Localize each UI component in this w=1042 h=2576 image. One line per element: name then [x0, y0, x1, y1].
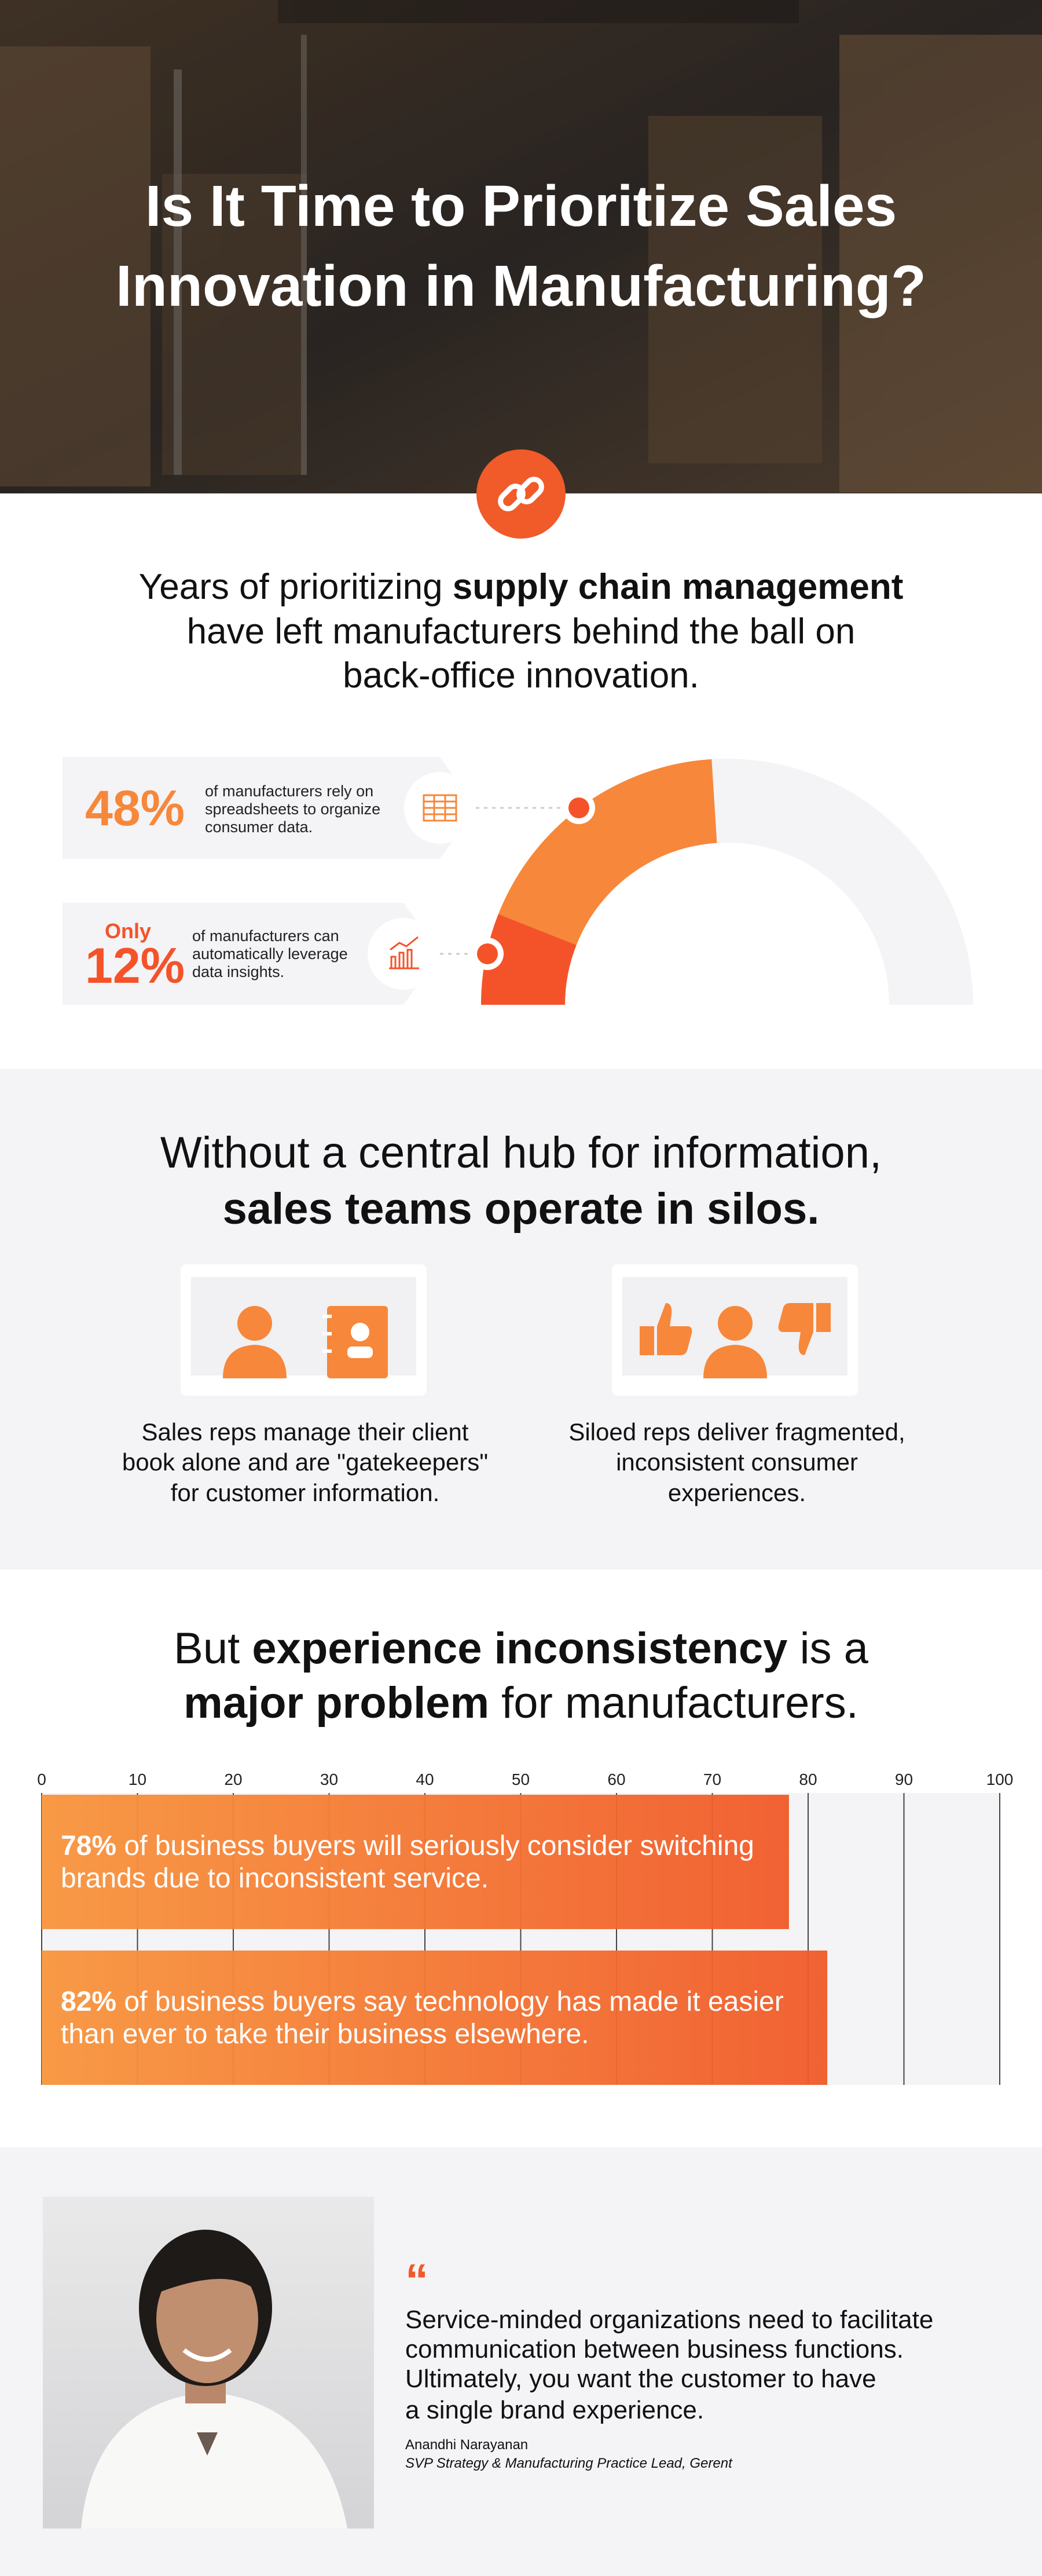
quote-mark: “: [405, 2255, 428, 2306]
link-glyph: [498, 477, 544, 511]
bar: [42, 1951, 828, 2085]
caption: book alone and are "gatekeepers": [122, 1448, 488, 1476]
bar-value-label: 78%: [61, 1831, 116, 1861]
intro-text: Years of prioritizing: [139, 567, 453, 607]
spreadsheet-icon: [423, 794, 457, 822]
x-tick-label: 80: [799, 1770, 817, 1788]
intro-text: back-office innovation.: [343, 656, 699, 696]
intro-line: Years of prioritizing supply chain manag…: [139, 567, 904, 607]
title-part: is a: [787, 1624, 868, 1673]
quote-line: Service-minded organizations need to fac…: [405, 2306, 933, 2334]
bar-text: brands due to inconsistent service.: [61, 1863, 489, 1894]
arc-segment: [481, 914, 577, 1005]
section-title: sales teams operate in silos.: [223, 1184, 820, 1234]
arc-dot: [477, 943, 498, 964]
stat-text: consumer data.: [205, 818, 313, 836]
monitor-illustration: [612, 1264, 858, 1396]
stat-card: [63, 757, 476, 859]
x-tick-label: 30: [320, 1770, 338, 1788]
bar-text: than ever to take their business elsewhe…: [61, 2019, 589, 2050]
stat-text: of manufacturers rely on: [205, 782, 373, 800]
bar: [42, 1795, 789, 1929]
x-tick-label: 90: [895, 1770, 913, 1788]
quote-name: Anandhi Narayanan: [405, 2437, 528, 2453]
intro-line: have left manufacturers behind the ball …: [187, 612, 856, 652]
bar-text: 82% of business buyers say technology ha…: [61, 1986, 784, 2017]
portrait: [43, 2197, 374, 2529]
stat-text: data insights.: [192, 963, 284, 980]
bar-text-part: of business buyers will seriously consid…: [116, 1831, 754, 1861]
quote-line: Ultimately, you want the customer to hav…: [405, 2365, 876, 2393]
quote-line: a single brand experience.: [405, 2396, 704, 2424]
bar-value-label: 82%: [61, 1986, 116, 2017]
x-tick-label: 0: [37, 1770, 46, 1788]
quote-line: communication between business functions…: [405, 2335, 904, 2363]
x-tick-label: 60: [607, 1770, 625, 1788]
stat-value: 12%: [85, 938, 185, 994]
title-part: for manufacturers.: [489, 1678, 858, 1728]
stat-card: [63, 903, 440, 1005]
intro-text: have left manufacturers behind the ball …: [187, 612, 856, 652]
intro-line: back-office innovation.: [343, 656, 699, 696]
x-tick-label: 100: [986, 1770, 1014, 1788]
shelves: [0, 0, 1042, 492]
title-part: major problem: [184, 1678, 489, 1728]
title-line: Is It Time to Prioritize Sales: [145, 174, 897, 239]
arc-dot: [568, 797, 589, 818]
monitor-illustration: [181, 1264, 427, 1396]
x-tick-label: 20: [224, 1770, 242, 1788]
chart-icon: [389, 936, 419, 969]
title-part: experience inconsistency: [252, 1624, 787, 1673]
caption: Sales reps manage their client: [142, 1418, 469, 1446]
section-background: [0, 1069, 1042, 1569]
stat-value: 48%: [85, 781, 185, 836]
caption: for customer information.: [171, 1479, 440, 1506]
stat-text: automatically leverage: [192, 945, 348, 963]
x-tick-label: 10: [129, 1770, 146, 1788]
section-title: major problem for manufacturers.: [184, 1678, 858, 1728]
stat-prefix: Only: [105, 919, 151, 943]
x-tick-label: 40: [416, 1770, 434, 1788]
arc-chart: [471, 759, 973, 1005]
stat-text: spreadsheets to organize: [205, 800, 380, 818]
section-title: Without a central hub for information,: [160, 1128, 882, 1177]
caption: Siloed reps deliver fragmented,: [568, 1418, 905, 1446]
quote-role: SVP Strategy & Manufacturing Practice Le…: [405, 2456, 733, 2471]
stat-text: of manufacturers can: [192, 927, 339, 945]
title-part: But: [174, 1624, 252, 1673]
x-tick-label: 70: [703, 1770, 721, 1788]
section-title: But experience inconsistency is a: [174, 1624, 868, 1673]
intro-bold: supply chain management: [453, 567, 904, 607]
bar-text: 78% of business buyers will seriously co…: [61, 1831, 754, 1861]
caption: inconsistent consumer: [616, 1448, 858, 1476]
title-line: Innovation in Manufacturing?: [116, 254, 926, 319]
bar-text-part: of business buyers say technology has ma…: [116, 1986, 784, 2017]
x-tick-label: 50: [512, 1770, 530, 1788]
bar-chart: 0 10 20 30 40 50 60 70 80 90 100 78% of business bu…: [37, 1770, 1013, 2085]
caption: experiences.: [668, 1479, 806, 1506]
